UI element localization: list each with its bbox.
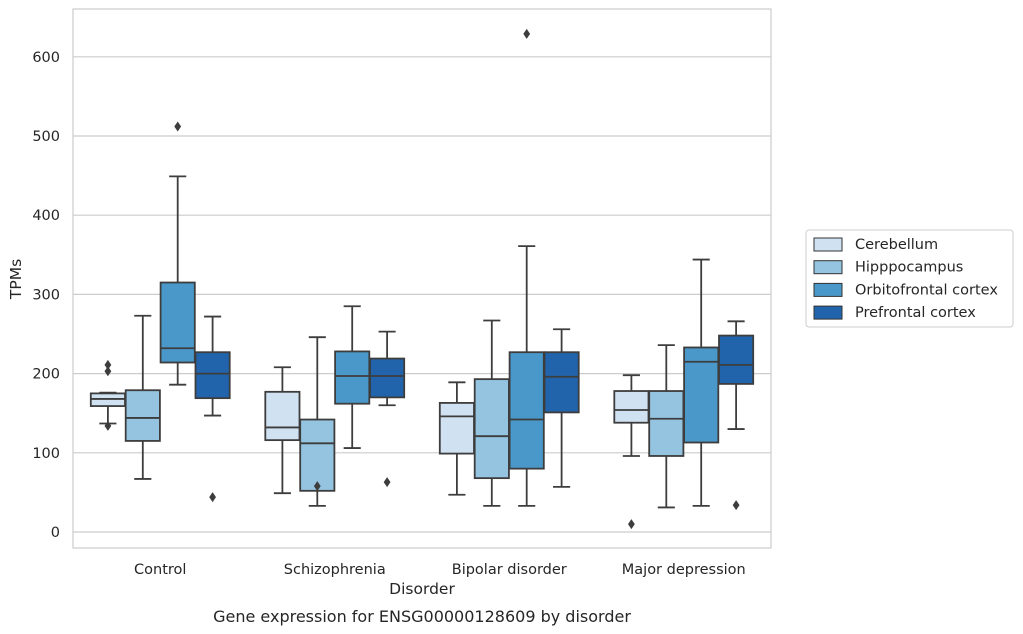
box-orbitofrontal-cortex-schizophrenia-iqr-box — [334, 350, 371, 405]
legend-label-orbitofrontal-cortex: Orbitofrontal cortex — [855, 282, 998, 298]
box-prefrontal-cortex-bipolar-disorder — [543, 328, 580, 488]
box-hipppocampus-control — [124, 314, 161, 480]
box-orbitofrontal-cortex-schizophrenia — [334, 305, 371, 449]
box-hipppocampus-major-depression-iqr-box — [648, 390, 685, 457]
legend-swatch-hipppocampus — [813, 260, 843, 275]
box-prefrontal-cortex-major-depression-outlier-0 — [732, 500, 740, 511]
box-prefrontal-cortex-control-iqr-box — [194, 351, 231, 400]
legend-frame — [805, 229, 1014, 328]
legend-label-cerebellum: Cerebellum — [855, 237, 938, 253]
box-cerebellum-major-depression-outlier-0 — [628, 519, 635, 530]
y-tick-label-600: 600 — [32, 50, 60, 66]
box-orbitofrontal-cortex-control — [159, 121, 196, 386]
box-cerebellum-control-outlier-2 — [104, 420, 112, 431]
box-hipppocampus-schizophrenia-outlier-0 — [313, 481, 321, 492]
box-cerebellum-control-outlier-1 — [104, 366, 112, 377]
y-tick-label-0: 0 — [51, 525, 60, 541]
x-tick-label-control: Control — [134, 562, 186, 578]
box-hipppocampus-major-depression — [648, 344, 685, 509]
box-hipppocampus-bipolar-disorder — [473, 319, 510, 507]
legend-label-hipppocampus: Hipppocampus — [855, 260, 963, 276]
box-cerebellum-control-outlier-0 — [104, 359, 112, 370]
box-hipppocampus-schizophrenia — [299, 336, 336, 507]
box-cerebellum-major-depression — [613, 374, 650, 530]
x-tick-label-bipolar-disorder: Bipolar disorder — [452, 562, 567, 578]
box-hipppocampus-schizophrenia-iqr-box — [299, 418, 336, 492]
box-orbitofrontal-cortex-major-depression — [683, 258, 720, 507]
y-axis-ticks: 0 100 200 300 400 500 600 — [32, 50, 60, 541]
box-orbitofrontal-cortex-bipolar-disorder — [508, 28, 545, 507]
legend-swatch-prefrontal-cortex — [813, 305, 843, 320]
chart-caption: Gene expression for ENSG00000128609 by d… — [213, 607, 631, 626]
box-prefrontal-cortex-bipolar-disorder-iqr-box — [543, 351, 580, 414]
plot-area-frame — [72, 8, 772, 549]
box-prefrontal-cortex-schizophrenia — [369, 330, 406, 488]
box-orbitofrontal-cortex-control-outlier-0 — [174, 121, 182, 132]
box-orbitofrontal-cortex-bipolar-disorder-outlier-0 — [523, 28, 531, 39]
legend-swatch-orbitofrontal-cortex — [813, 282, 843, 297]
legend-swatch-cerebellum — [813, 237, 843, 252]
legend: Cerebellum Hipppocampus Orbitofrontal cort… — [805, 229, 1014, 328]
box-cerebellum-bipolar-disorder-iqr-box — [438, 402, 475, 455]
box-orbitofrontal-cortex-control-iqr-box — [159, 281, 196, 364]
x-axis-ticks: Control Schizophrenia Bipolar disorder Majo… — [134, 562, 746, 578]
x-tick-label-schizophrenia: Schizophrenia — [284, 562, 386, 578]
y-tick-label-200: 200 — [32, 367, 60, 383]
y-tick-label-400: 400 — [32, 208, 60, 224]
y-axis-label: TPMs — [7, 259, 25, 300]
box-prefrontal-cortex-control — [194, 315, 231, 503]
box-prefrontal-cortex-control-outlier-0 — [209, 492, 216, 503]
legend-label-prefrontal-cortex: Prefrontal cortex — [855, 305, 976, 321]
box-orbitofrontal-cortex-major-depression-iqr-box — [683, 346, 720, 444]
box-cerebellum-schizophrenia-iqr-box — [264, 390, 301, 442]
box-orbitofrontal-cortex-bipolar-disorder-iqr-box — [508, 351, 545, 470]
box-cerebellum-control — [89, 359, 126, 431]
box-prefrontal-cortex-major-depression-iqr-box — [718, 334, 755, 385]
x-axis-label: Disorder — [389, 580, 455, 598]
box-cerebellum-bipolar-disorder — [438, 381, 475, 496]
box-plot-marks — [89, 28, 755, 530]
y-tick-label-300: 300 — [32, 287, 60, 303]
y-tick-label-500: 500 — [32, 129, 60, 145]
box-cerebellum-major-depression-iqr-box — [613, 390, 650, 424]
box-hipppocampus-control-iqr-box — [124, 389, 161, 442]
box-prefrontal-cortex-schizophrenia-iqr-box — [369, 357, 406, 399]
box-hipppocampus-bipolar-disorder-iqr-box — [473, 378, 510, 480]
box-cerebellum-schizophrenia — [264, 366, 301, 495]
box-prefrontal-cortex-major-depression — [718, 320, 755, 511]
box-prefrontal-cortex-schizophrenia-outlier-0 — [383, 477, 391, 488]
x-tick-label-major-depression: Major depression — [622, 562, 746, 578]
y-tick-label-100: 100 — [32, 446, 60, 462]
